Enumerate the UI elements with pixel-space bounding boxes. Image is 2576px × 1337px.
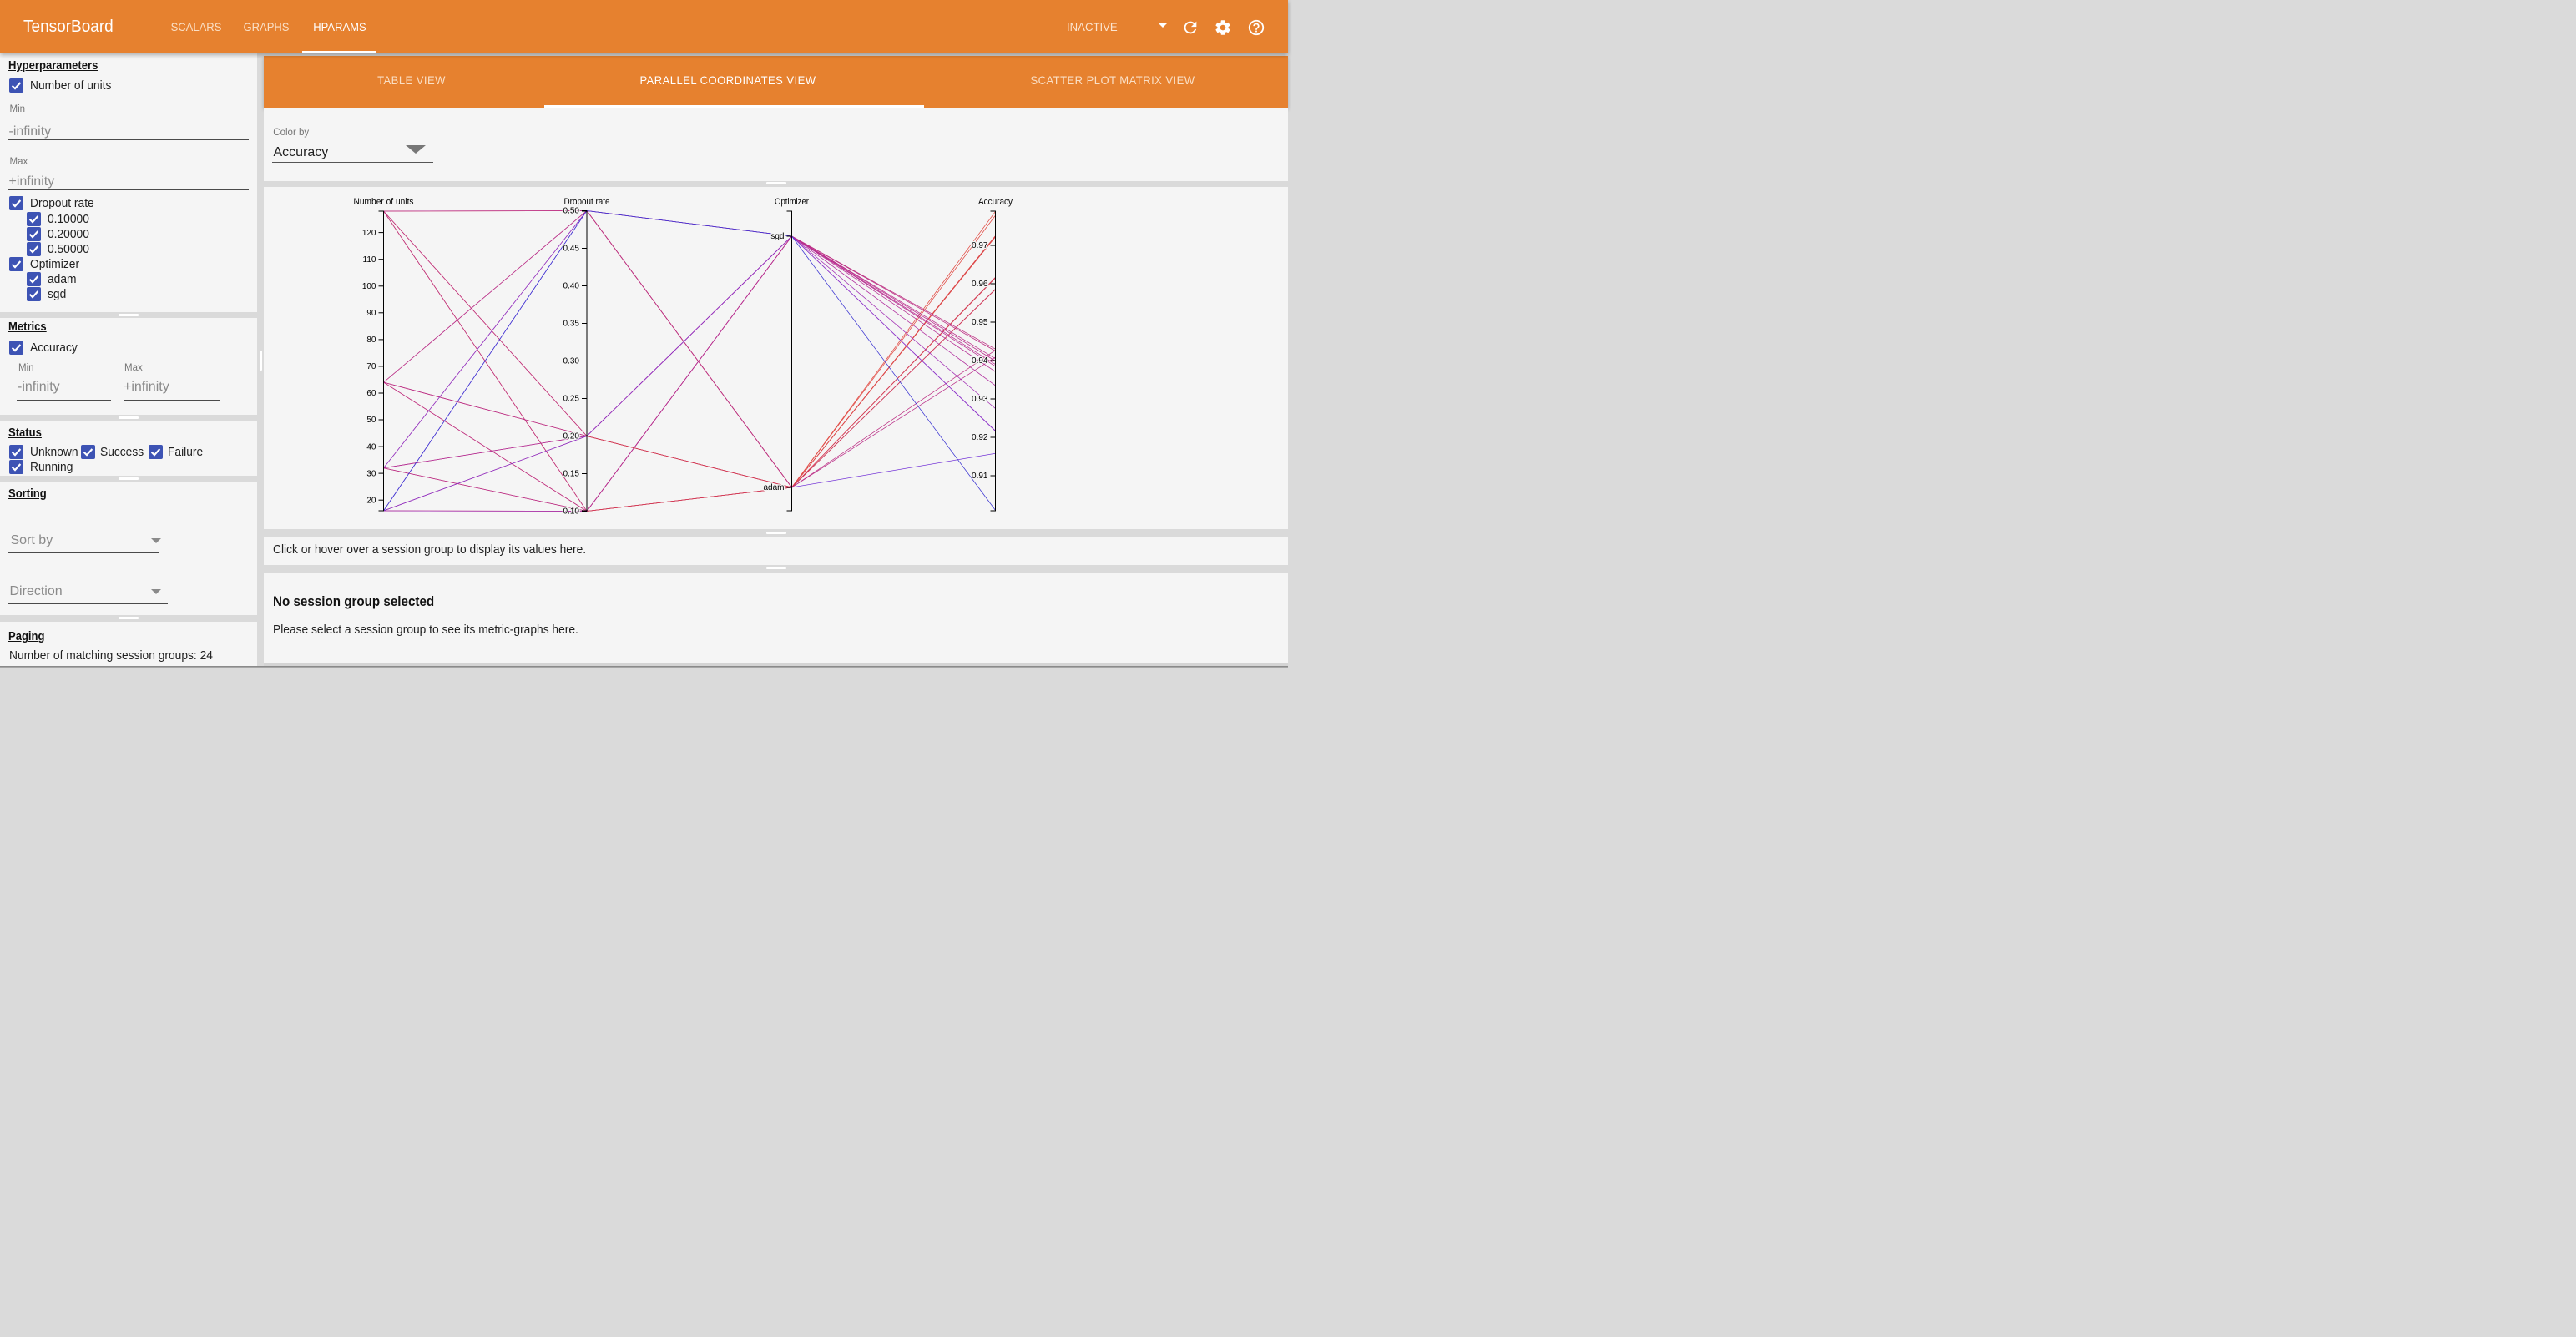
svg-text:0.20: 0.20 [563,431,580,441]
svg-text:0.95: 0.95 [972,318,988,327]
svg-text:0.93: 0.93 [972,395,988,404]
svg-text:sgd: sgd [770,232,784,241]
svg-text:0.96: 0.96 [972,280,988,289]
svg-text:0.92: 0.92 [972,433,988,442]
svg-text:0.25: 0.25 [563,394,580,403]
svg-text:110: 110 [363,255,376,264]
svg-text:0.50: 0.50 [563,206,580,215]
svg-text:70: 70 [366,362,376,371]
svg-text:0.30: 0.30 [563,356,580,366]
svg-text:0.15: 0.15 [563,469,580,478]
svg-text:90: 90 [366,309,376,318]
svg-text:40: 40 [366,442,376,452]
svg-text:120: 120 [362,228,376,237]
svg-text:Optimizer: Optimizer [775,197,809,207]
svg-text:Accuracy: Accuracy [978,197,1013,207]
svg-text:0.40: 0.40 [563,281,580,290]
svg-text:0.10: 0.10 [563,507,580,516]
svg-text:80: 80 [366,336,376,345]
svg-text:50: 50 [366,416,376,425]
svg-text:60: 60 [366,389,376,398]
svg-text:30: 30 [366,469,376,478]
svg-text:0.97: 0.97 [972,241,988,250]
svg-text:0.45: 0.45 [563,244,580,253]
svg-text:100: 100 [362,282,376,291]
svg-text:20: 20 [366,496,376,505]
svg-text:0.94: 0.94 [972,356,988,366]
svg-text:Number of units: Number of units [354,197,414,207]
svg-text:0.91: 0.91 [972,472,988,481]
svg-text:Dropout rate: Dropout rate [564,197,610,207]
svg-text:adam: adam [763,483,784,492]
svg-text:0.35: 0.35 [563,319,580,328]
